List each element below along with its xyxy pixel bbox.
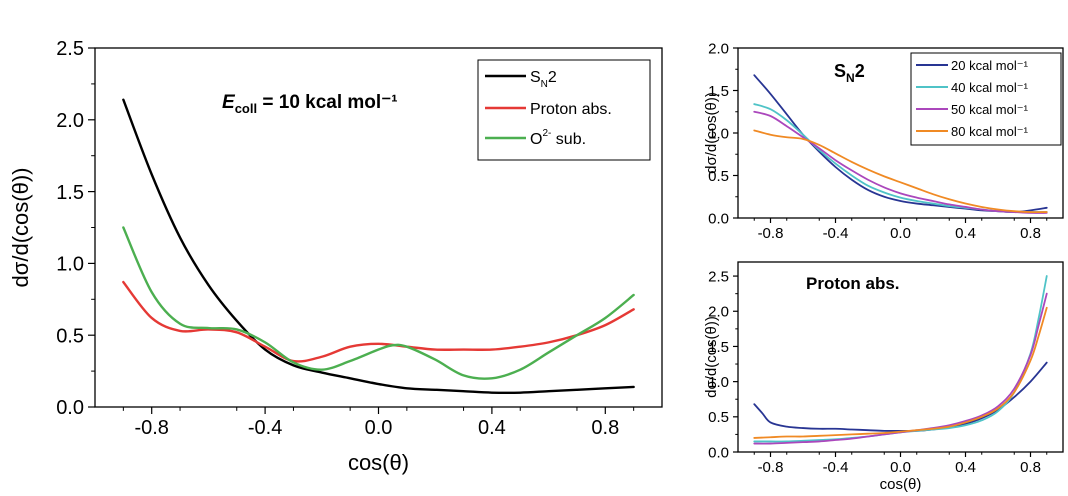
legend-label-rest: 2: [548, 69, 557, 86]
series-group: [122, 98, 635, 395]
y-tick-label: 1.5: [708, 83, 729, 100]
x-tick-label: 0.0: [890, 459, 911, 476]
y-tick-label: 2.0: [56, 110, 84, 132]
series-line-2: [122, 226, 635, 380]
series-line-2: [753, 292, 1048, 445]
x-tick-label: -0.8: [758, 225, 784, 242]
y-tick-label: 0.0: [708, 210, 729, 227]
y-tick-label: 0.0: [56, 397, 84, 419]
legend-box: [477, 59, 651, 161]
annotation-value: = 10 kcal mol⁻¹: [257, 92, 397, 113]
sn2-annotation: SN2: [834, 61, 865, 85]
y-tick-label: 1.5: [56, 182, 84, 204]
x-tick-label: -0.4: [823, 225, 849, 242]
annotation-symbol: E: [222, 92, 236, 113]
y-tick-label: 1.0: [708, 125, 729, 142]
proton-annotation: Proton abs.: [806, 274, 900, 293]
series-line-1: [122, 280, 635, 363]
sn2-annotation-main: S: [834, 61, 846, 81]
y-tick-label: 0.0: [708, 444, 729, 461]
y-tick-label: 2.5: [708, 268, 729, 285]
legend-label: 20 kcal mol⁻¹: [951, 58, 1029, 73]
legend-label-main: O: [530, 131, 542, 148]
y-tick-label: 1.0: [56, 254, 84, 276]
y-tick-label: 1.5: [708, 339, 729, 356]
y-tick-label: 2.5: [56, 38, 84, 60]
series-line-1: [753, 275, 1048, 443]
y-tick-label: 0.5: [56, 325, 84, 347]
y-tick-label: 0.5: [708, 168, 729, 185]
series-line-0: [122, 98, 635, 395]
y-axis-title: dσ/d(cos(θ)): [703, 92, 720, 174]
y-tick-label: 1.0: [708, 374, 729, 391]
x-axis-title: cos(θ): [348, 450, 409, 475]
y-tick-label: 2.0: [708, 304, 729, 321]
series-line-0: [753, 361, 1048, 432]
chart-panel-main: -0.8 -0.4 0.0 0.4 0.8 0.0 0.5 1.0 1.5 2.0 2.5 cos(θ…: [8, 38, 663, 475]
x-tick-label: 0.4: [955, 459, 976, 476]
legend-main: SN2 Proton abs. O2- sub.: [477, 59, 651, 161]
x-tick-label: 0.4: [955, 225, 976, 242]
x-tick-label: 0.0: [890, 225, 911, 242]
x-tick-label: -0.4: [248, 417, 282, 439]
legend-label-sup: 2-: [542, 128, 551, 139]
x-tick-label: -0.8: [758, 459, 784, 476]
sn2-annotation-rest: 2: [855, 61, 865, 81]
legend-label: 50 kcal mol⁻¹: [951, 102, 1029, 117]
x-tick-label: 0.0: [365, 417, 393, 439]
chart-panel-sn2: -0.8 -0.4 0.0 0.4 0.8 0.0 0.5 1.0 1.5 2.0 dσ/d(cos…: [703, 40, 1064, 242]
legend-label-text: Proton abs.: [530, 101, 612, 118]
x-tick-label: 0.8: [1020, 459, 1041, 476]
energy-annotation: Ecoll = 10 kcal mol⁻¹: [222, 92, 398, 116]
plot-frame: [737, 261, 1064, 453]
chart-panel-proton: -0.8 -0.4 0.0 0.4 0.8 0.0 0.5 1.0 1.5 2.0 2.5 cos(θ…: [703, 261, 1064, 493]
x-tick-label: 0.8: [591, 417, 619, 439]
legend-label: 80 kcal mol⁻¹: [951, 124, 1029, 139]
annotation-subscript: coll: [235, 101, 257, 116]
legend-box: [910, 52, 1062, 146]
series-line-2: [753, 110, 1048, 214]
legend-label: Proton abs.: [530, 101, 612, 118]
x-axis-title: cos(θ): [880, 476, 922, 493]
y-tick-label: 0.5: [708, 409, 729, 426]
y-axis-title: dσ/d(cos(θ)): [8, 168, 33, 288]
legend-label-sub: N: [541, 79, 548, 90]
x-tick-label: 0.8: [1020, 225, 1041, 242]
y-tick-label: 2.0: [708, 40, 729, 57]
series-group: [753, 275, 1048, 445]
x-tick-label: 0.4: [478, 417, 506, 439]
legend-label-rest: sub.: [551, 131, 586, 148]
series-group: [753, 74, 1048, 214]
series-line-3: [753, 306, 1048, 439]
legend-label: 40 kcal mol⁻¹: [951, 80, 1029, 95]
x-tick-label: -0.8: [134, 417, 168, 439]
legend-label: O2- sub.: [530, 128, 586, 148]
x-tick-label: -0.4: [823, 459, 849, 476]
series-line-3: [753, 129, 1048, 214]
y-axis-title: dσ/d(cos(θ)): [703, 316, 720, 398]
sn2-annotation-sub: N: [846, 71, 855, 85]
legend-label: SN2: [530, 69, 557, 90]
legend-sn2: 20 kcal mol⁻¹ 40 kcal mol⁻¹ 50 kcal mol⁻¹ 8…: [910, 52, 1062, 146]
legend-label-main: S: [530, 69, 541, 86]
